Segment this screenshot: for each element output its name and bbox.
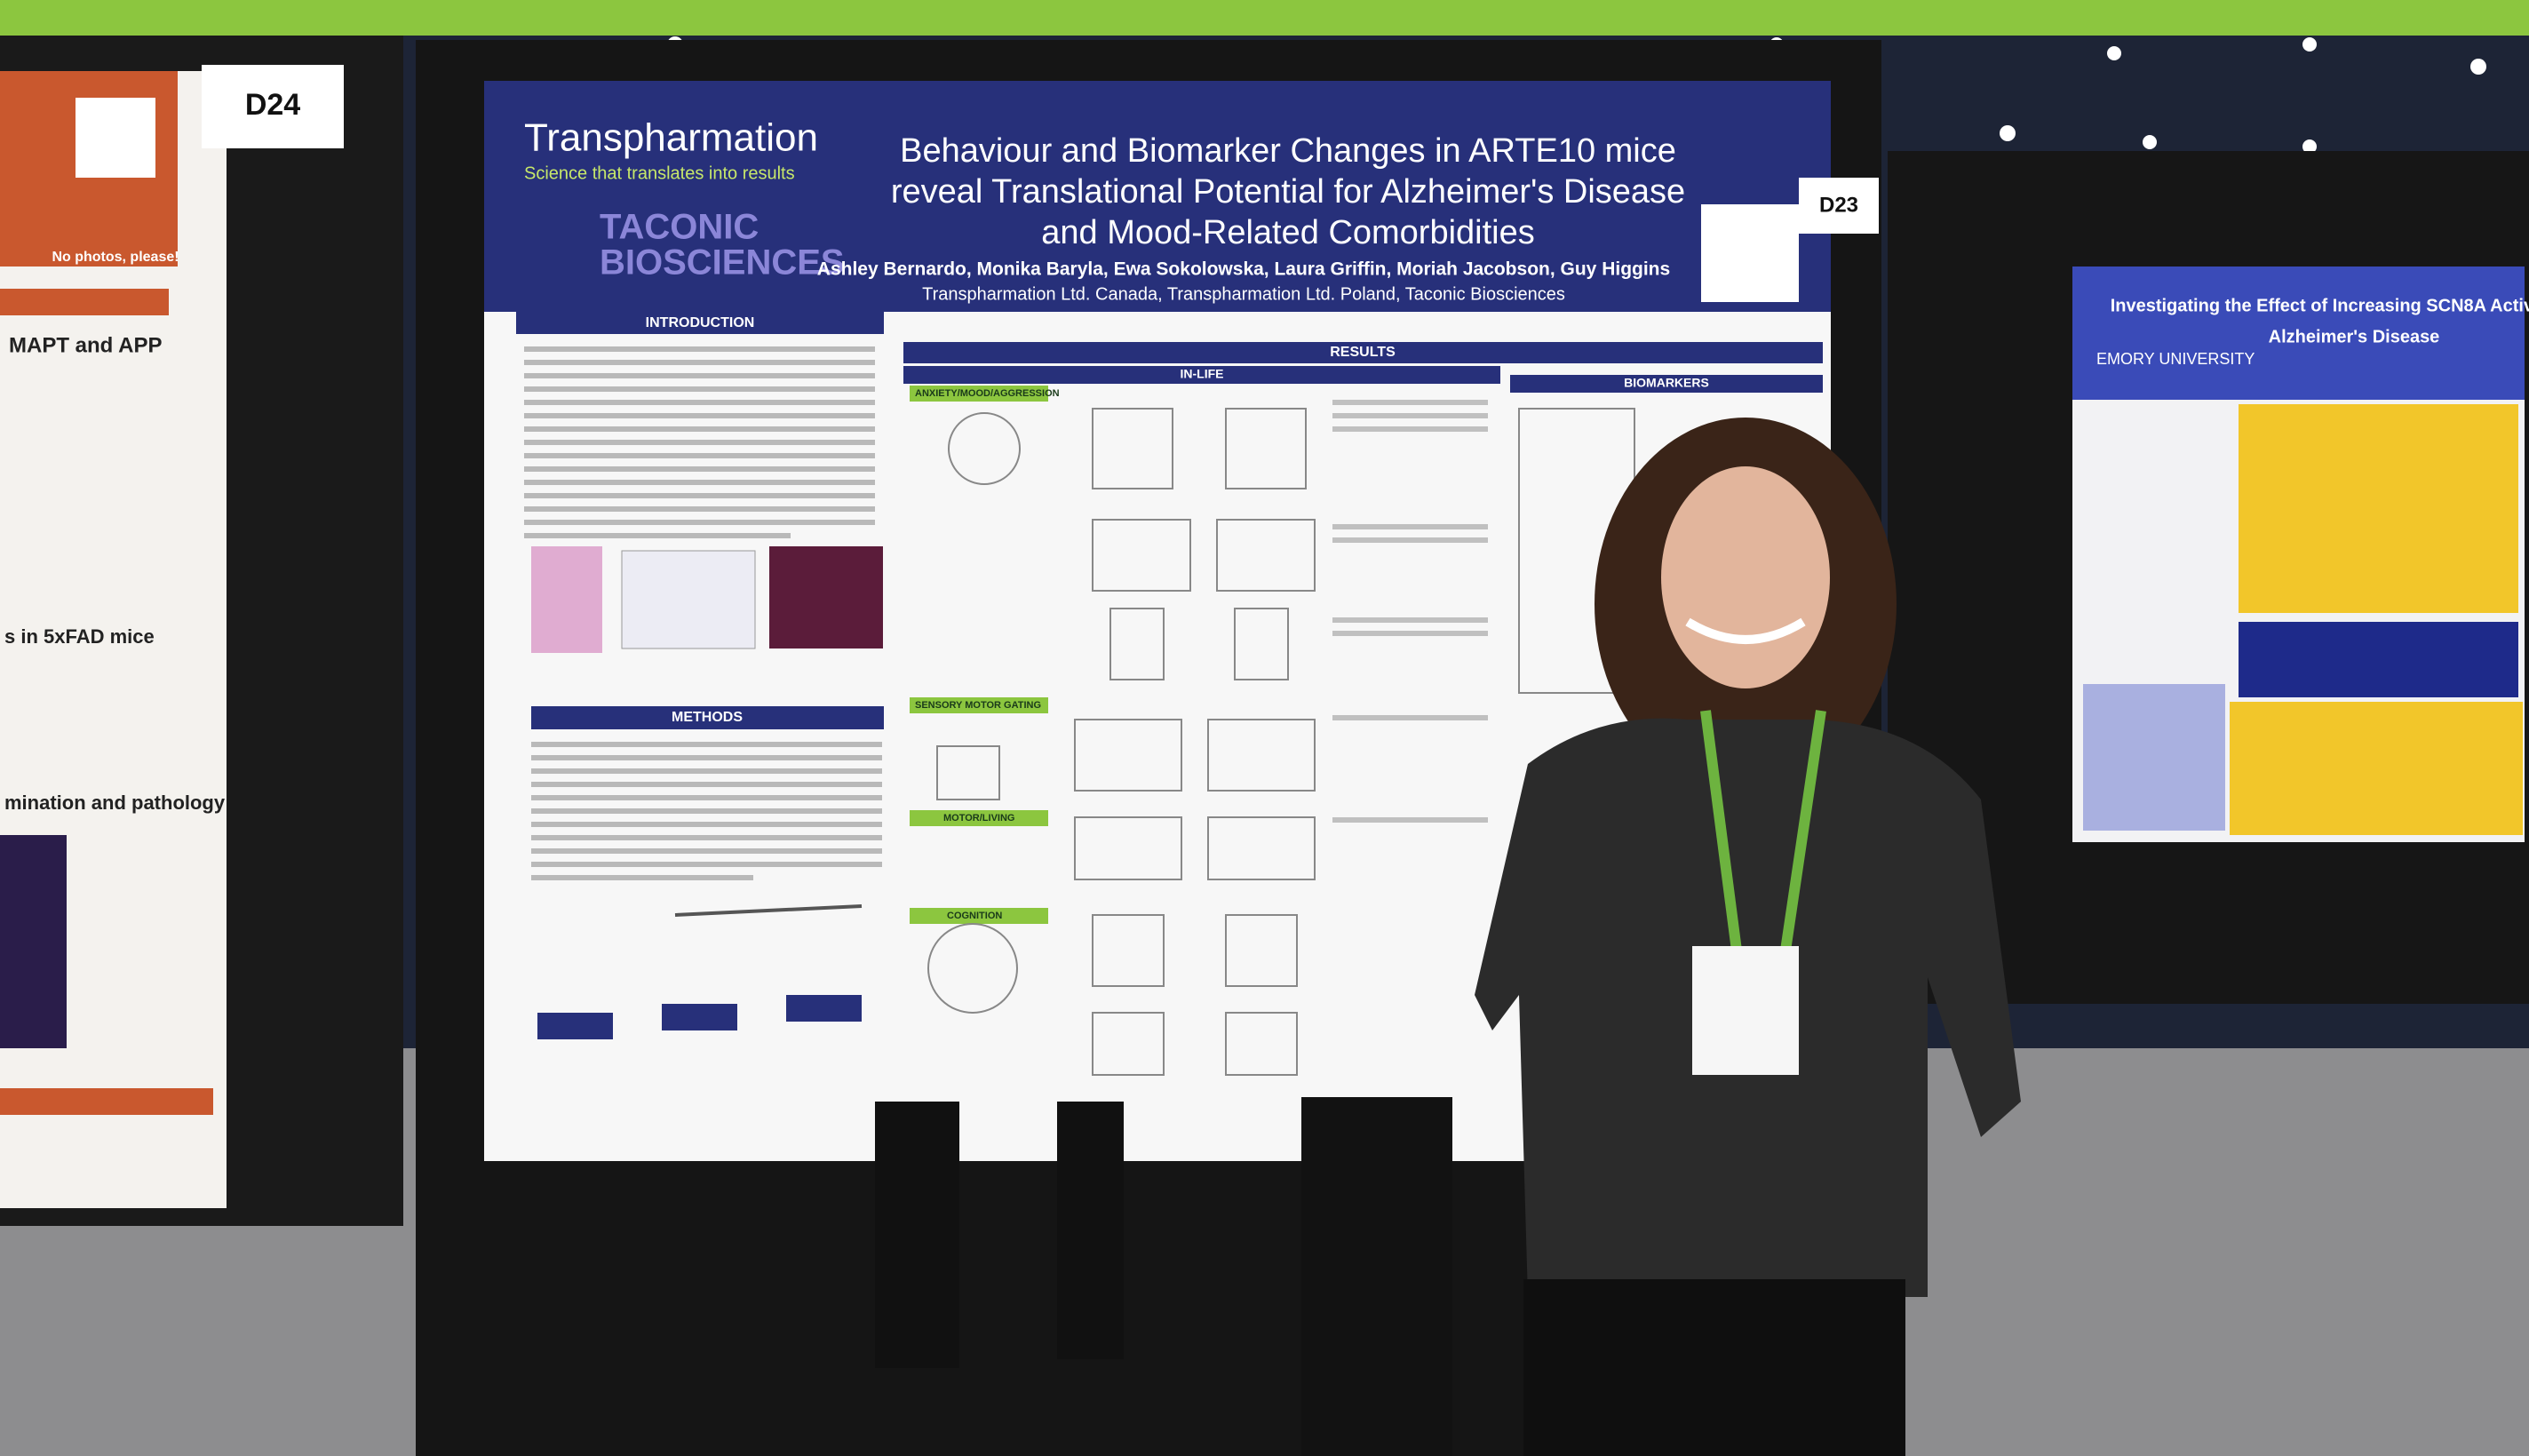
left-poster-band [0, 289, 169, 315]
right-poster-header [2072, 267, 2525, 400]
section-title: BIOMARKERS [1624, 376, 1709, 390]
section-header [903, 342, 1823, 363]
poster-authors: Ashley Bernardo, Monika Baryla, Ewa Soko… [817, 259, 1670, 280]
poster-affiliations: Transpharmation Ltd. Canada, Transpharma… [922, 284, 1565, 304]
figure [621, 550, 756, 649]
figure [531, 546, 602, 653]
subsection-header [910, 386, 1048, 402]
subsection-title: COGNITION [947, 911, 1002, 921]
subsection-header [910, 697, 1048, 713]
section-title: RESULTS [1330, 345, 1396, 360]
text-lines [1332, 400, 1488, 823]
qr-code [76, 98, 155, 178]
section-header [516, 311, 884, 334]
figure [769, 546, 883, 648]
subsection-title: ANXIETY/MOOD/AGGRESSION [915, 388, 1060, 399]
subsection-header [910, 810, 1048, 826]
subsection-title: MOTOR/LIVING [943, 813, 1014, 823]
booth-label: D24 [245, 88, 300, 122]
text-lines [524, 346, 875, 538]
diagram-panel [2083, 684, 2225, 831]
image-panel [2239, 622, 2518, 697]
brand-tagline: Science that translates into results [524, 163, 795, 183]
results-panel [2230, 702, 2523, 835]
sponsor-name: BIOSCIENCES [600, 243, 845, 282]
booth-label: D23 [1819, 193, 1858, 217]
section-header [531, 706, 884, 729]
booth-sign [202, 65, 344, 148]
poster-header [484, 81, 1831, 312]
brand-name: Transpharmation [524, 116, 818, 160]
poster-title: Behaviour and Biomarker Changes in ARTE1… [900, 132, 1676, 170]
right-poster-title: Investigating the Effect of Increasing S… [2111, 296, 2529, 315]
booth-sign [1799, 178, 1879, 234]
poster-title: and Mood-Related Comorbidities [1041, 214, 1535, 251]
person-legs [1301, 1097, 1452, 1456]
poster-title: reveal Translational Potential for Alzhe… [891, 173, 1685, 211]
subsection-title: SENSORY MOTOR GATING [915, 700, 1041, 711]
text-lines [531, 742, 882, 880]
left-poster-band [0, 1088, 213, 1115]
left-heading: MAPT and APP [9, 333, 162, 357]
left-heading: s in 5xFAD mice [4, 625, 155, 648]
institution: EMORY UNIVERSITY [2096, 350, 2255, 368]
person-legs [875, 1102, 959, 1368]
person-legs [1057, 1102, 1124, 1359]
right-poster-title: Alzheimer's Disease [2269, 327, 2440, 346]
left-image [0, 835, 67, 1048]
section-title: INTRODUCTION [646, 315, 755, 330]
sponsor-name: TACONIC [600, 208, 759, 247]
subsection-header [910, 908, 1048, 924]
section-header [1510, 375, 1823, 393]
section-header [903, 366, 1500, 384]
notice-text: No photos, please! [52, 250, 179, 265]
qr-code [1701, 204, 1799, 302]
left-heading: mination and pathology [4, 792, 226, 814]
timeline [674, 904, 863, 917]
presenter [1475, 418, 2021, 1456]
section-title: IN-LIFE [1181, 367, 1224, 381]
section-title: METHODS [672, 710, 743, 725]
top-banner [0, 0, 2529, 36]
method-boxes [537, 995, 862, 1039]
results-panel [2239, 404, 2518, 613]
